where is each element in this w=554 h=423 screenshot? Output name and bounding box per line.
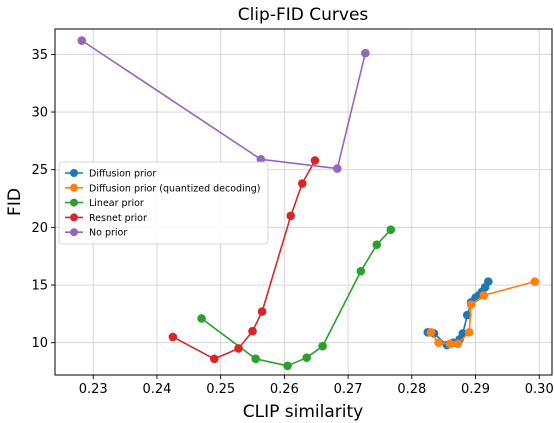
data-point <box>361 48 370 58</box>
y-axis-label: FID <box>5 188 25 216</box>
legend-label: Diffusion prior <box>89 169 156 180</box>
axis-ticks: 0.23 0.24 0.25 0.26 0.27 0.28 0.29 0.30 10 15 20 25… <box>31 48 553 397</box>
data-point <box>297 179 307 188</box>
x-tick-label: 0.29 <box>461 382 490 397</box>
legend-marker <box>70 183 78 192</box>
x-tick-label: 0.30 <box>525 382 554 397</box>
x-tick-label: 0.28 <box>397 382 426 397</box>
data-point <box>251 354 261 364</box>
data-point <box>332 164 342 173</box>
data-point <box>318 341 327 351</box>
x-tick-label: 0.23 <box>79 382 108 397</box>
data-point <box>466 300 476 309</box>
data-point <box>286 211 296 221</box>
data-point <box>426 328 436 337</box>
data-point <box>462 310 472 320</box>
plot-frame <box>54 28 553 376</box>
data-point <box>445 339 455 349</box>
data-point <box>464 328 474 337</box>
y-tick-label: 35 <box>31 48 48 63</box>
legend-marker <box>70 169 78 177</box>
y-tick-label: 15 <box>31 279 48 294</box>
data-point <box>356 266 366 276</box>
legend-marker <box>70 228 78 237</box>
y-tick-label: 30 <box>31 106 48 121</box>
legend-label: Resnet prior <box>89 213 147 224</box>
series-5 <box>77 36 370 173</box>
y-tick-label: 25 <box>31 163 48 178</box>
legend-box <box>58 161 269 245</box>
data-point <box>453 339 462 349</box>
series-layer <box>77 36 540 371</box>
legend-label: No prior <box>89 228 127 239</box>
data-point <box>283 361 292 371</box>
y-tick-label: 20 <box>31 221 48 236</box>
data-point <box>434 338 443 348</box>
x-tick-label: 0.27 <box>334 382 363 397</box>
data-point <box>372 240 382 249</box>
data-point <box>310 156 320 165</box>
y-tick-label: 10 <box>31 336 48 351</box>
x-tick-label: 0.25 <box>206 382 235 397</box>
data-point <box>386 225 396 234</box>
series-3 <box>197 225 396 371</box>
data-point <box>234 344 243 353</box>
legend-marker <box>70 213 78 222</box>
data-point <box>197 314 206 323</box>
data-point <box>248 326 257 336</box>
data-point <box>530 277 540 286</box>
series-4 <box>168 156 320 364</box>
data-point <box>302 353 311 363</box>
series-line <box>172 160 316 360</box>
legend-marker <box>70 198 78 207</box>
x-axis-label: CLIP similarity <box>243 402 363 422</box>
legend-label: Linear prior <box>89 198 144 209</box>
data-point <box>257 307 267 316</box>
data-point <box>483 277 493 286</box>
x-tick-label: 0.26 <box>270 382 299 397</box>
data-point <box>209 354 219 364</box>
series-2 <box>426 277 540 349</box>
series-line <box>201 229 392 367</box>
chart-title: Clip-FID Curves <box>238 5 369 25</box>
legend: Diffusion prior Diffusion prior (quantize… <box>58 161 269 245</box>
data-point <box>77 36 87 45</box>
data-point <box>479 291 489 300</box>
data-point <box>256 155 266 164</box>
x-tick-label: 0.24 <box>142 382 171 397</box>
series-line <box>81 39 367 170</box>
data-point <box>168 332 178 342</box>
legend-label: Diffusion prior (quantized decoding) <box>89 183 260 194</box>
